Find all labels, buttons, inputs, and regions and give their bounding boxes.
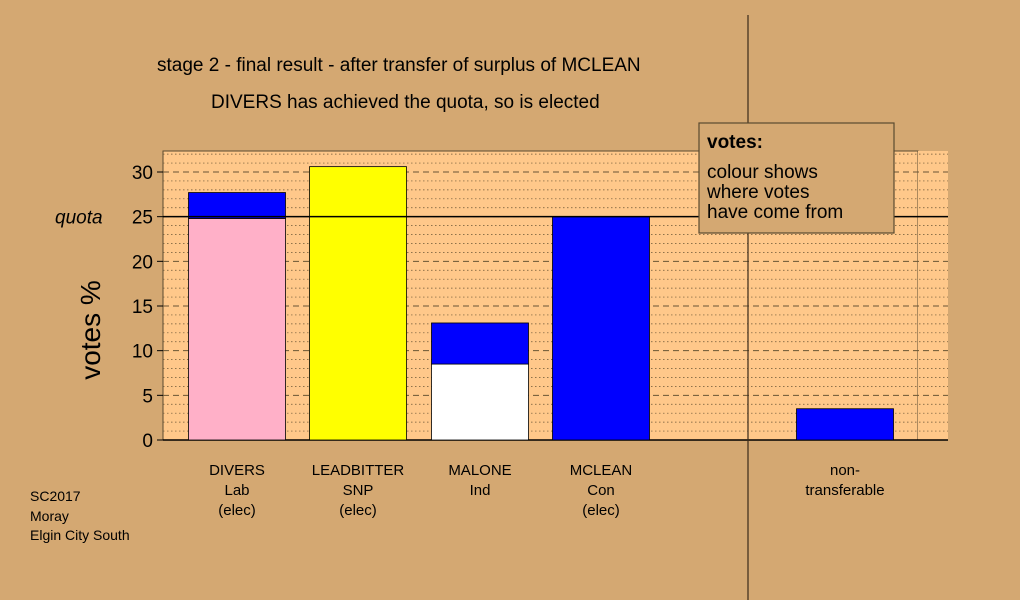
legend-background	[698, 122, 895, 234]
legend-line-3: have come from	[707, 202, 843, 223]
y-tick-label: 30	[132, 163, 153, 184]
bar-segment	[309, 166, 407, 441]
plot-area-extension	[918, 151, 948, 440]
category-label: MCLEAN	[570, 462, 633, 479]
bar-segment	[431, 322, 529, 365]
y-tick-label: 10	[132, 342, 153, 363]
y-axis-label: votes %	[75, 280, 106, 380]
bar-segment	[796, 408, 894, 441]
bar-segment	[188, 218, 286, 441]
category-label: Con	[587, 482, 615, 499]
bar-segment	[188, 192, 286, 219]
category-label: (elec)	[339, 502, 377, 519]
category-label: MALONE	[448, 462, 511, 479]
footer-line-3: Elgin City South	[30, 527, 130, 543]
legend-title: votes:	[707, 132, 763, 153]
category-label: transferable	[805, 482, 884, 499]
y-tick-label: 25	[132, 208, 153, 229]
y-tick-label: 0	[142, 431, 153, 452]
footer-line-2: Moray	[30, 508, 69, 524]
legend-line-2: where votes	[706, 182, 809, 203]
bars	[188, 166, 894, 441]
bar-segment	[431, 363, 529, 441]
y-tick-label: 20	[132, 252, 153, 273]
category-label: (elec)	[218, 502, 256, 519]
category-label: Lab	[224, 482, 249, 499]
y-tick-label: 15	[132, 297, 153, 318]
y-tick-label: 5	[142, 386, 153, 407]
category-label: (elec)	[582, 502, 620, 519]
footer-line-1: SC2017	[30, 488, 81, 504]
category-label: Ind	[470, 482, 491, 499]
chart-title: stage 2 - final result - after transfer …	[157, 55, 641, 76]
legend-box: votes: colour shows where votes have com…	[698, 122, 895, 234]
category-label: DIVERS	[209, 462, 265, 479]
category-label: SNP	[343, 482, 374, 499]
bar-segment	[552, 216, 650, 441]
category-labels: DIVERS Lab (elec) LEADBITTER SNP (elec) MALONE…	[209, 462, 885, 519]
legend-line-1: colour shows	[707, 162, 818, 183]
quota-label: quota	[55, 208, 103, 229]
category-label: non-	[830, 462, 860, 479]
category-label: LEADBITTER	[312, 462, 405, 479]
chart-subtitle: DIVERS has achieved the quota, so is ele…	[211, 92, 600, 113]
